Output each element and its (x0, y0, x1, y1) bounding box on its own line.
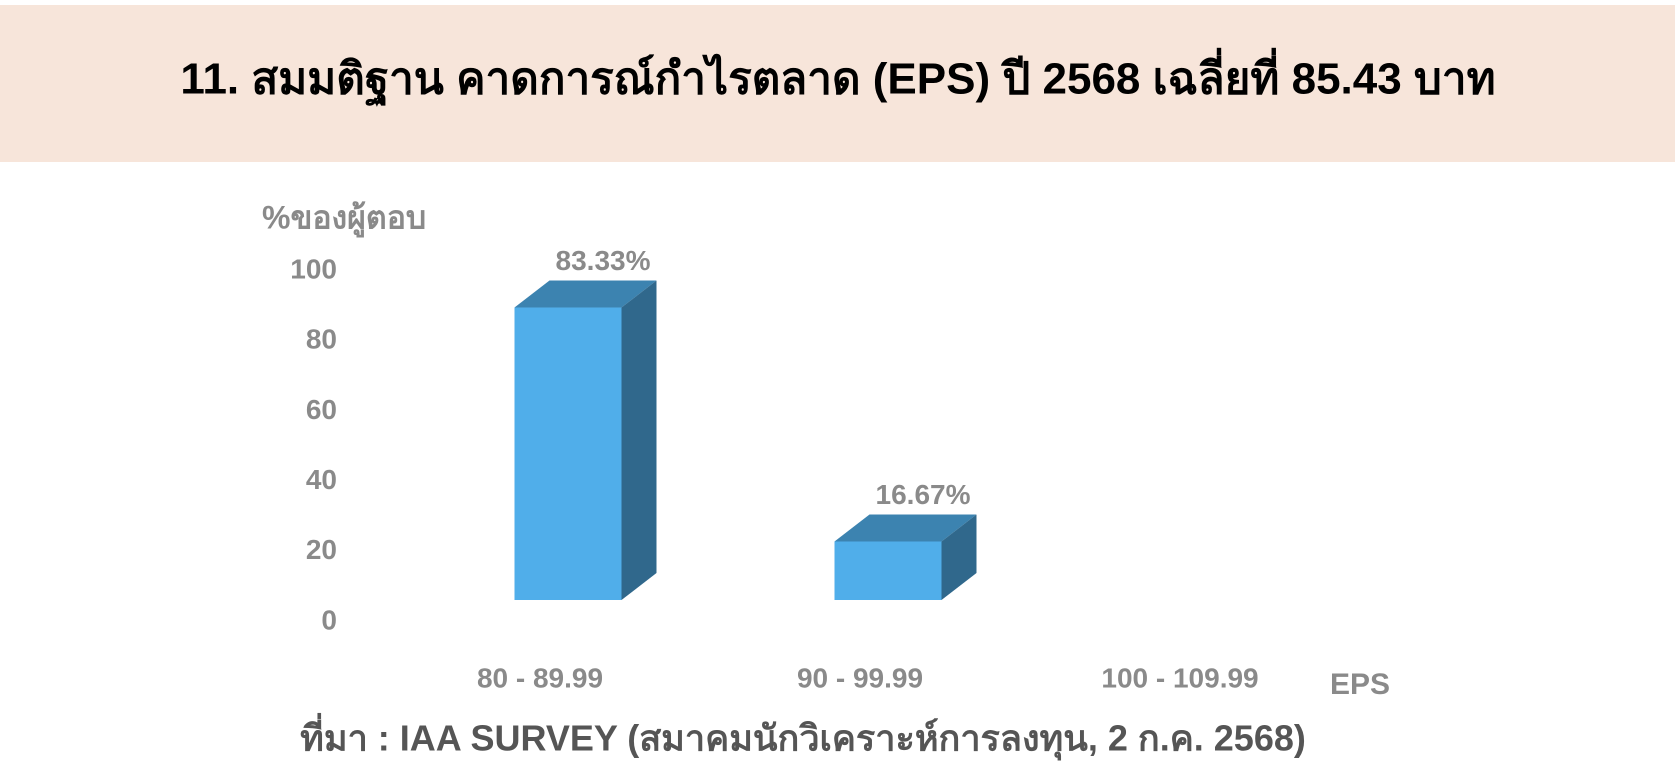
chart-title: 11. สมมติฐาน คาดการณ์กำไรตลาด (EPS) ปี 2… (180, 48, 1495, 107)
bar (834, 541, 942, 600)
x-tick-label: 80 - 89.99 (477, 662, 603, 693)
bar-top (834, 514, 977, 542)
data-label: 16.67% (876, 479, 971, 510)
bar-side (941, 514, 977, 600)
data-label: 83.33% (556, 245, 651, 276)
source: ที่มา : IAA SURVEY (สมาคมนักวิเคราะห์การ… (300, 713, 1306, 762)
y-tick-label: 80 (306, 324, 337, 355)
y-axis-label: %ของผู้ตอบ (262, 199, 426, 238)
x-axis-label: EPS (1330, 668, 1390, 701)
y-tick-label: 20 (306, 534, 337, 565)
x-tick-label: 90 - 99.99 (797, 662, 923, 693)
y-tick-label: 60 (306, 394, 337, 425)
x-tick-label: 100 - 109.99 (1101, 662, 1258, 693)
y-tick-label: 40 (306, 464, 337, 495)
bar-top (514, 280, 657, 308)
y-tick-label: 100 (290, 253, 337, 284)
title-band (0, 5, 1675, 162)
bar (514, 307, 622, 600)
bar-side (621, 280, 657, 600)
y-tick-label: 0 (321, 604, 337, 635)
